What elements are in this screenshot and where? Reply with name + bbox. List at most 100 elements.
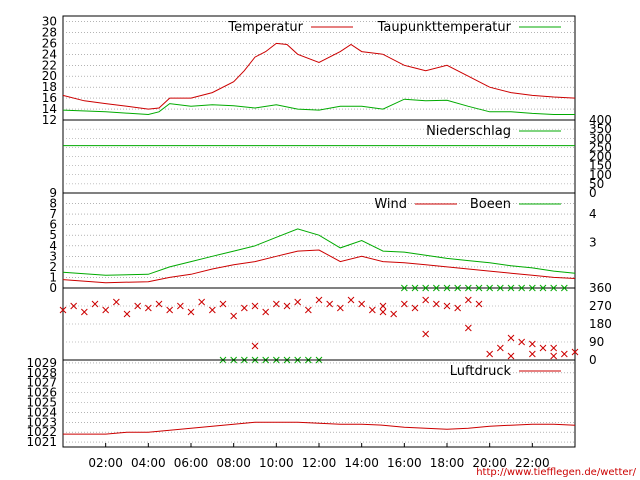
data-point: [262, 308, 270, 316]
x-tick-label: 16:00: [387, 456, 422, 470]
y-tick-right-label: 180: [589, 317, 612, 331]
footer-url: http://www.tiefflegen.de/wetter/: [476, 467, 636, 478]
x-tick-label: 20:00: [472, 456, 507, 470]
y-tick-right-label: 100: [589, 168, 612, 182]
data-point: [550, 344, 558, 352]
data-point: [315, 296, 323, 304]
y-tick-label: 9: [49, 186, 57, 200]
data-point: [507, 334, 515, 342]
data-point: [432, 284, 440, 292]
data-point: [486, 284, 494, 292]
data-point: [528, 340, 536, 348]
data-point: [230, 312, 238, 320]
legend-label: Boeen: [470, 197, 511, 212]
y-tick-label: 24: [42, 47, 57, 61]
data-point: [80, 308, 88, 316]
y-tick-label: 2: [49, 260, 57, 274]
y-tick-right-label: 4: [589, 207, 597, 221]
y-tick-label: 8: [49, 197, 57, 211]
y-tick-label: 4: [49, 239, 57, 253]
data-point: [432, 300, 440, 308]
data-point: [358, 300, 366, 308]
y-tick-right-label: 150: [589, 159, 612, 173]
data-point: [102, 306, 110, 314]
data-point: [464, 284, 472, 292]
y-tick-label: 1: [49, 270, 57, 284]
data-point: [272, 300, 280, 308]
y-tick-label: 1026: [26, 386, 57, 400]
x-tick-label: 22:00: [515, 456, 550, 470]
series-line-taupunkttemperatur: [62, 98, 575, 116]
data-point: [294, 298, 302, 306]
x-tick-label: 08:00: [216, 456, 251, 470]
y-tick-right-label: 360: [589, 281, 612, 295]
data-point: [443, 284, 451, 292]
y-tick-label: 1023: [26, 415, 57, 429]
y-tick-label: 3: [49, 249, 57, 263]
y-tick-label: 22: [42, 58, 57, 72]
data-point: [507, 284, 515, 292]
y-tick-right-label: 300: [589, 131, 612, 145]
data-point: [422, 330, 430, 338]
data-point: [112, 298, 120, 306]
x-tick-label: 14:00: [344, 456, 379, 470]
data-point: [187, 308, 195, 316]
data-point: [571, 348, 579, 356]
data-point: [528, 284, 536, 292]
data-point: [539, 344, 547, 352]
data-point: [240, 304, 248, 312]
data-point: [496, 284, 504, 292]
data-point: [560, 284, 568, 292]
data-point: [486, 350, 494, 358]
data-point: [251, 302, 259, 310]
y-tick-right-label: 50: [589, 177, 604, 191]
data-point: [347, 296, 355, 304]
y-tick-label: 26: [42, 36, 57, 50]
y-tick-label: 1029: [26, 356, 57, 370]
data-point: [155, 300, 163, 308]
data-point: [400, 284, 408, 292]
data-point: [539, 284, 547, 292]
x-tick-label: 02:00: [88, 456, 123, 470]
data-point: [70, 302, 78, 310]
legend-label: Wind: [374, 197, 407, 212]
data-point: [411, 304, 419, 312]
data-point: [518, 338, 526, 346]
data-point: [411, 284, 419, 292]
data-point: [528, 350, 536, 358]
y-tick-label: 0: [49, 281, 57, 295]
data-point: [400, 300, 408, 308]
data-point: [496, 344, 504, 352]
data-point: [134, 302, 142, 310]
data-point: [304, 306, 312, 314]
y-tick-right-label: 0: [589, 186, 597, 200]
x-tick-label: 06:00: [174, 456, 209, 470]
y-tick-right-label: 270: [589, 299, 612, 313]
y-tick-label: 14: [42, 102, 57, 116]
data-point: [454, 304, 462, 312]
data-point: [422, 284, 430, 292]
data-point: [368, 306, 376, 314]
y-tick-label: 1027: [26, 376, 57, 390]
y-tick-label: 1024: [26, 405, 57, 419]
y-tick-right-label: 350: [589, 122, 612, 136]
legend-label: Taupunkttemperatur: [377, 20, 512, 35]
data-point: [166, 306, 174, 314]
y-tick-right-label: 3: [589, 236, 597, 250]
series-line-boeen: [62, 228, 576, 276]
data-point: [251, 342, 259, 350]
data-point: [219, 300, 227, 308]
x-tick-label: 18:00: [430, 456, 465, 470]
data-point: [422, 296, 430, 304]
data-point: [198, 298, 206, 306]
legend-label: Temperatur: [227, 20, 303, 35]
data-point: [454, 284, 462, 292]
series-line-luftdruck: [63, 421, 576, 435]
data-point: [336, 304, 344, 312]
data-point: [507, 352, 515, 360]
y-tick-label: 6: [49, 218, 57, 232]
